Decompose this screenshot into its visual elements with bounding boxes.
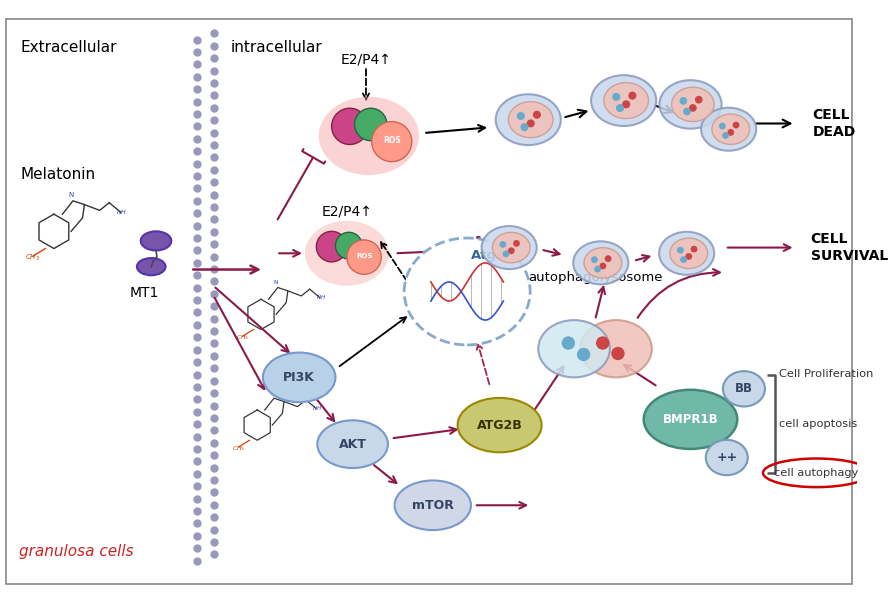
Text: $CH_3$: $CH_3$ xyxy=(232,444,246,453)
Text: BB: BB xyxy=(735,382,753,396)
Circle shape xyxy=(335,232,362,259)
Circle shape xyxy=(527,119,535,127)
Circle shape xyxy=(685,253,693,260)
Text: MT1: MT1 xyxy=(130,286,159,300)
Circle shape xyxy=(316,232,347,262)
Circle shape xyxy=(372,122,412,162)
Text: mTOR: mTOR xyxy=(412,499,453,512)
Text: ++: ++ xyxy=(716,451,737,464)
Circle shape xyxy=(355,108,387,140)
Circle shape xyxy=(616,104,624,112)
Circle shape xyxy=(503,250,510,257)
Ellipse shape xyxy=(581,320,651,377)
Circle shape xyxy=(508,247,514,254)
Circle shape xyxy=(591,256,598,263)
Ellipse shape xyxy=(305,221,389,286)
Ellipse shape xyxy=(706,440,748,475)
Text: Atgs: Atgs xyxy=(471,248,505,262)
Text: Melatonin: Melatonin xyxy=(21,166,96,182)
Ellipse shape xyxy=(711,114,750,145)
Ellipse shape xyxy=(319,96,419,175)
Text: $NH$: $NH$ xyxy=(315,293,325,302)
Circle shape xyxy=(513,240,520,247)
Circle shape xyxy=(695,96,702,104)
Circle shape xyxy=(689,104,697,112)
Circle shape xyxy=(499,241,506,248)
Circle shape xyxy=(347,240,382,274)
Circle shape xyxy=(628,92,636,99)
Ellipse shape xyxy=(723,371,765,406)
Circle shape xyxy=(599,262,607,270)
Ellipse shape xyxy=(538,320,610,377)
Ellipse shape xyxy=(317,420,388,468)
Circle shape xyxy=(605,255,612,262)
Ellipse shape xyxy=(141,232,171,250)
Text: cell autophagy: cell autophagy xyxy=(774,468,858,478)
Text: CELL
SURVIVAL: CELL SURVIVAL xyxy=(811,233,888,263)
Ellipse shape xyxy=(643,390,737,449)
Text: Extracellular: Extracellular xyxy=(21,40,117,55)
Circle shape xyxy=(562,336,575,350)
Circle shape xyxy=(728,129,734,136)
Circle shape xyxy=(517,112,525,120)
Text: $NH$: $NH$ xyxy=(312,404,322,412)
Ellipse shape xyxy=(659,80,721,128)
Circle shape xyxy=(596,336,609,350)
Text: $CH_3$: $CH_3$ xyxy=(236,333,249,343)
Text: ROS: ROS xyxy=(383,136,401,145)
Text: ATG2B: ATG2B xyxy=(477,418,522,432)
Circle shape xyxy=(677,247,684,254)
Text: N: N xyxy=(274,280,279,285)
FancyBboxPatch shape xyxy=(6,19,852,584)
Ellipse shape xyxy=(672,87,714,122)
Text: $CH_3$: $CH_3$ xyxy=(25,253,40,263)
Circle shape xyxy=(691,245,697,253)
Circle shape xyxy=(533,111,541,119)
Ellipse shape xyxy=(508,102,553,137)
Circle shape xyxy=(680,256,687,263)
Text: AKT: AKT xyxy=(339,438,366,450)
Text: cell apoptosis: cell apoptosis xyxy=(780,419,857,429)
Ellipse shape xyxy=(701,108,756,151)
Text: granulosa cells: granulosa cells xyxy=(19,544,134,559)
Ellipse shape xyxy=(670,238,708,268)
Circle shape xyxy=(594,266,601,273)
Ellipse shape xyxy=(584,248,622,278)
Ellipse shape xyxy=(263,353,335,402)
Circle shape xyxy=(733,122,739,128)
Circle shape xyxy=(521,123,529,131)
Text: $NH$: $NH$ xyxy=(116,208,127,216)
Text: CELL
DEAD: CELL DEAD xyxy=(813,109,856,139)
Circle shape xyxy=(612,93,620,101)
Ellipse shape xyxy=(604,83,649,119)
Ellipse shape xyxy=(137,258,166,275)
Ellipse shape xyxy=(573,241,628,285)
Circle shape xyxy=(719,122,726,130)
Text: E2/P4↑: E2/P4↑ xyxy=(340,53,392,67)
Text: intracellular: intracellular xyxy=(230,40,323,55)
Text: BMPR1B: BMPR1B xyxy=(663,413,719,426)
Ellipse shape xyxy=(495,94,561,145)
Ellipse shape xyxy=(659,232,714,275)
Ellipse shape xyxy=(394,481,471,530)
Circle shape xyxy=(611,347,625,360)
Circle shape xyxy=(332,108,368,145)
Circle shape xyxy=(679,97,687,105)
Circle shape xyxy=(622,100,630,109)
Text: PI3K: PI3K xyxy=(283,371,315,384)
Text: E2/P4↑: E2/P4↑ xyxy=(322,205,373,219)
Ellipse shape xyxy=(458,398,541,452)
Ellipse shape xyxy=(404,238,530,345)
Circle shape xyxy=(683,108,691,115)
Circle shape xyxy=(577,348,590,361)
Text: ROS: ROS xyxy=(356,253,372,259)
Circle shape xyxy=(722,132,729,139)
Ellipse shape xyxy=(591,75,656,126)
Text: Cell Proliferation: Cell Proliferation xyxy=(780,368,874,379)
Text: N: N xyxy=(68,192,73,198)
Text: autophagolysosome: autophagolysosome xyxy=(528,271,662,284)
Ellipse shape xyxy=(481,226,537,269)
Ellipse shape xyxy=(492,232,530,263)
Text: N: N xyxy=(270,391,274,396)
